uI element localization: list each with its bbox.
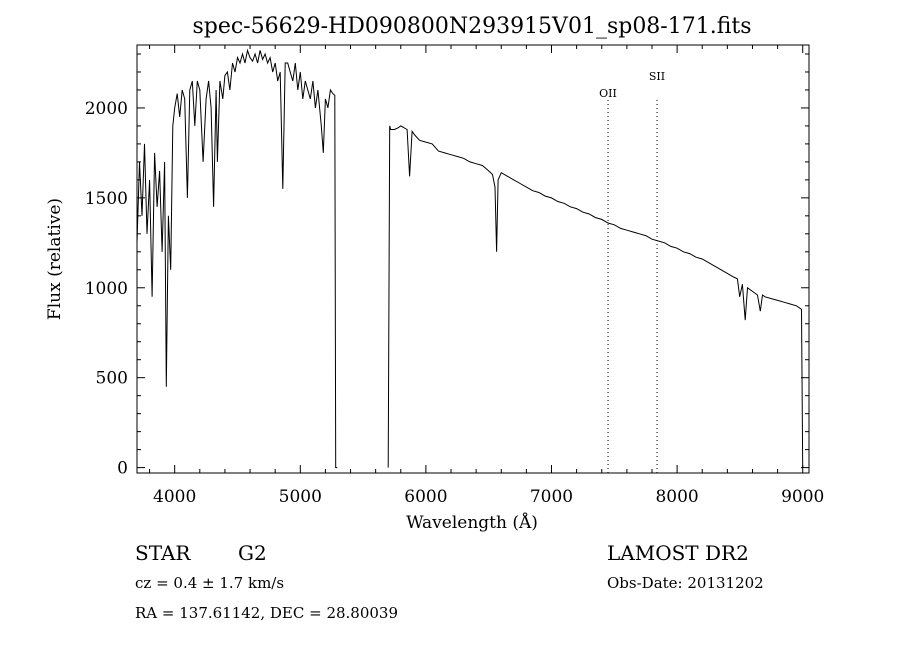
annotation-label: OII — [599, 87, 617, 100]
line-annotations: OII SII — [599, 70, 665, 473]
redshift-cz: cz = 0.4 ± 1.7 km/s — [135, 574, 285, 592]
x-tick-label: 4000 — [153, 487, 196, 507]
object-type: STAR — [135, 541, 191, 565]
y-tick-label: 2000 — [85, 99, 128, 119]
spectrum-line — [387, 125, 804, 468]
obs-date: Obs-Date: 20131202 — [607, 574, 764, 592]
y-tick-label: 0 — [117, 459, 128, 479]
x-tick-label: 5000 — [279, 487, 322, 507]
plot-frame — [136, 44, 810, 474]
x-axis-label: Wavelength (Å) — [406, 512, 538, 533]
coordinates: RA = 137.61142, DEC = 28.80039 — [135, 604, 399, 622]
spectrum-line — [136, 48, 338, 469]
survey-name: LAMOST DR2 — [607, 541, 749, 565]
spectrum-series — [136, 48, 804, 469]
y-tick-label: 1000 — [85, 279, 128, 299]
spectral-subclass: G2 — [238, 541, 267, 565]
y-tick-label: 500 — [96, 369, 128, 389]
x-axis: 4000 5000 6000 7000 8000 9000 — [149, 45, 824, 507]
x-tick-label: 6000 — [404, 487, 447, 507]
x-tick-label: 8000 — [655, 487, 698, 507]
y-axis-label: Flux (relative) — [45, 198, 65, 320]
x-tick-label: 9000 — [781, 487, 824, 507]
y-axis: 0 500 1000 1500 2000 — [85, 53, 809, 479]
x-tick-label: 7000 — [530, 487, 573, 507]
y-tick-label: 1500 — [85, 189, 128, 209]
annotation-label: SII — [649, 70, 665, 83]
chart-title: spec-56629-HD090800N293915V01_sp08-171.f… — [192, 14, 751, 39]
